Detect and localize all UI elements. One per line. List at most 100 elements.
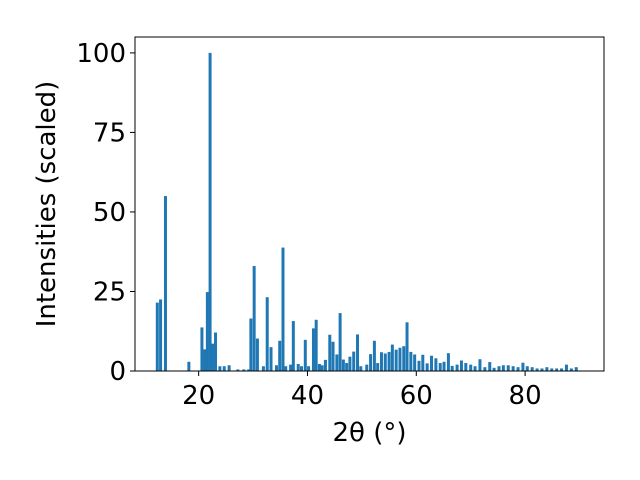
bar (252, 266, 256, 371)
bar (281, 247, 285, 371)
bar (574, 367, 578, 371)
bar (421, 354, 425, 371)
bar (359, 366, 363, 371)
plot-frame (134, 36, 605, 372)
y-axis-label: Intensities (scaled) (32, 81, 62, 328)
bar (383, 353, 387, 371)
x-axis-ticks: 20 40 60 80 (182, 371, 542, 411)
bar (540, 368, 544, 371)
bar (394, 349, 398, 371)
bar (323, 359, 327, 371)
bar (369, 354, 373, 371)
bar-series (155, 52, 578, 372)
bar (516, 367, 520, 371)
bar (227, 365, 231, 371)
bar (303, 339, 307, 371)
bar (413, 354, 417, 371)
bar (497, 366, 501, 371)
y-tick-label: 100 (76, 39, 126, 69)
bar (365, 364, 369, 371)
bar (345, 363, 349, 371)
x-axis-label: 2θ (°) (332, 418, 406, 448)
bar (379, 352, 383, 371)
bar (289, 364, 293, 371)
bar (203, 349, 207, 371)
bar (438, 363, 442, 371)
bar (402, 346, 406, 371)
bar (434, 358, 438, 371)
bar (338, 313, 342, 371)
bar (314, 319, 318, 371)
bar (446, 353, 450, 371)
bar (442, 361, 446, 371)
bar (163, 196, 167, 371)
bar (569, 368, 573, 371)
bar (483, 367, 487, 371)
bar (255, 338, 259, 371)
bar (328, 334, 332, 371)
bar (242, 369, 246, 371)
bar (249, 318, 253, 371)
x-tick-label: 20 (182, 381, 215, 411)
bar (341, 359, 345, 371)
bar (430, 355, 434, 371)
bar (155, 302, 159, 371)
bar (376, 363, 380, 371)
x-tick-label: 80 (509, 381, 542, 411)
bar (205, 292, 209, 371)
bar (211, 343, 215, 371)
bar (284, 366, 288, 371)
bar (398, 347, 402, 371)
bar (564, 364, 568, 371)
bar (317, 364, 321, 371)
bar (488, 362, 492, 371)
bar (208, 52, 212, 372)
bar (455, 364, 459, 371)
bar (390, 344, 394, 371)
bar (450, 365, 454, 371)
bar (214, 332, 218, 371)
y-axis-ticks: 0 25 50 75 100 (76, 39, 135, 387)
bar (560, 368, 564, 371)
bar (372, 340, 376, 371)
bar (335, 354, 339, 371)
bar (269, 347, 273, 371)
bar (348, 356, 352, 371)
bar (478, 359, 482, 371)
bar (200, 327, 204, 371)
x-tick-label: 40 (291, 381, 324, 411)
y-tick-label: 75 (93, 118, 126, 148)
bar (555, 368, 559, 371)
bar (501, 365, 505, 371)
bar (409, 351, 413, 371)
y-tick-label: 0 (109, 357, 126, 387)
bar (356, 334, 360, 371)
bar (352, 351, 356, 371)
bar (525, 366, 529, 371)
bar (511, 366, 515, 371)
bar (307, 366, 311, 371)
bar (274, 365, 278, 371)
bar (464, 363, 468, 371)
bar (236, 369, 240, 371)
bar (311, 328, 315, 371)
y-tick-label: 25 (93, 277, 126, 307)
bar (530, 367, 534, 371)
bar (506, 365, 510, 371)
bar (320, 365, 324, 371)
bar (331, 341, 335, 371)
bar (469, 364, 473, 371)
bar (247, 369, 251, 371)
bar (291, 321, 295, 371)
bar (222, 366, 226, 371)
bar (405, 322, 409, 371)
y-tick-label: 50 (93, 198, 126, 228)
bar (187, 361, 191, 371)
bar (459, 360, 463, 371)
bar (278, 340, 282, 371)
bar (425, 363, 429, 371)
bar (296, 364, 300, 371)
bar (159, 299, 163, 371)
bar (550, 368, 554, 371)
